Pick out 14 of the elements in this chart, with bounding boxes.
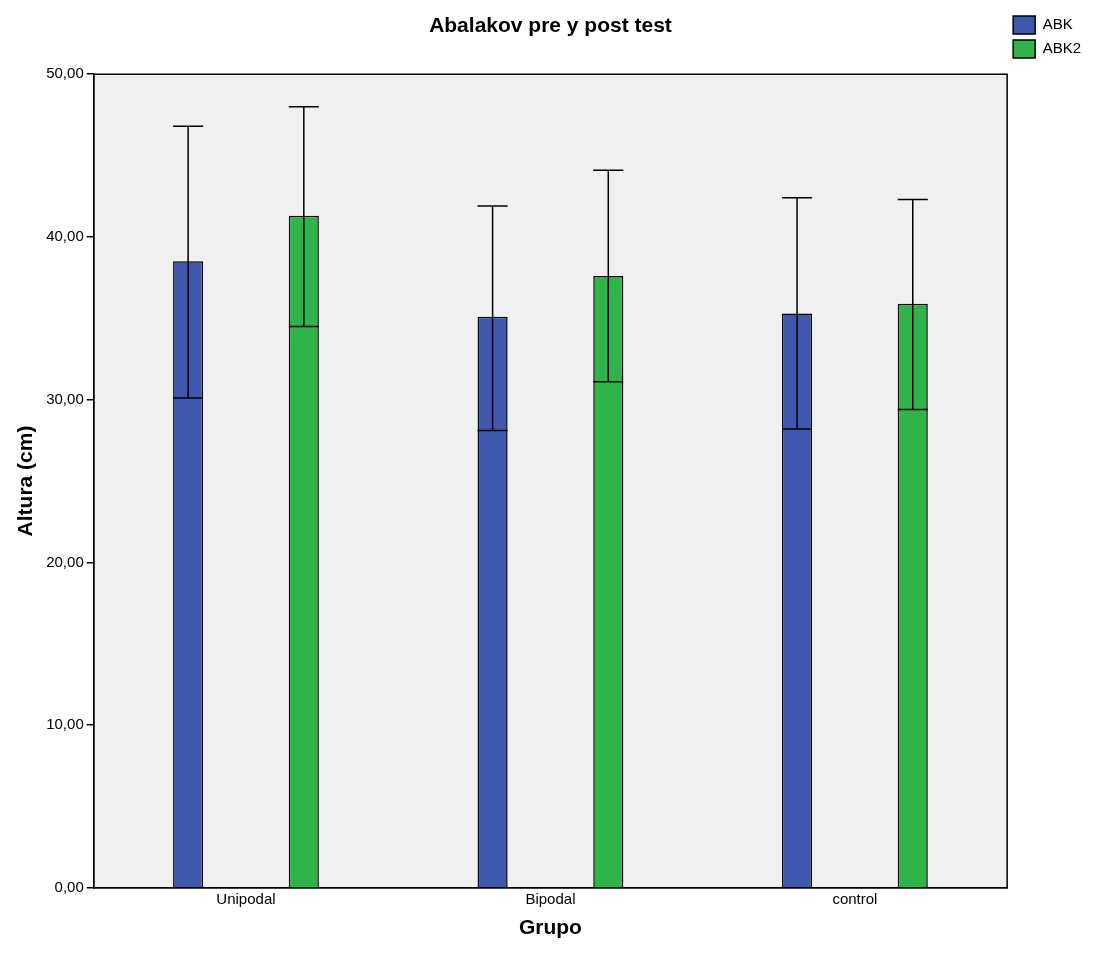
y-tick-label: 20,00 xyxy=(46,552,84,570)
y-tick-label: 40,00 xyxy=(46,227,84,245)
x-tick-label: Bipodal xyxy=(525,889,576,907)
y-tick-label: 10,00 xyxy=(46,715,84,733)
x-axis-title: Grupo xyxy=(518,915,582,939)
y-tick-label: 30,00 xyxy=(46,389,84,407)
legend-label: ABK xyxy=(1042,15,1073,33)
legend-label: ABK2 xyxy=(1042,39,1081,57)
y-axis-title: Altura (cm) xyxy=(13,425,37,537)
x-tick-label: control xyxy=(832,889,878,907)
y-tick-label: 0,00 xyxy=(54,877,84,895)
x-tick-label: Unipodal xyxy=(216,889,276,907)
chart-title: Abalakov pre y post test xyxy=(429,13,672,37)
y-tick-label: 50,00 xyxy=(46,64,84,82)
